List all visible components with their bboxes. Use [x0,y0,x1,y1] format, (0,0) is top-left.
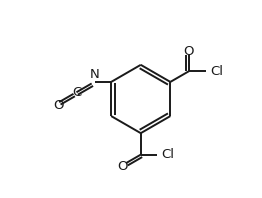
Text: N: N [90,68,100,81]
Text: Cl: Cl [162,148,175,161]
Text: C: C [72,86,81,99]
Text: Cl: Cl [210,65,223,78]
Text: O: O [184,45,194,58]
Text: O: O [118,160,128,173]
Text: O: O [53,99,63,111]
